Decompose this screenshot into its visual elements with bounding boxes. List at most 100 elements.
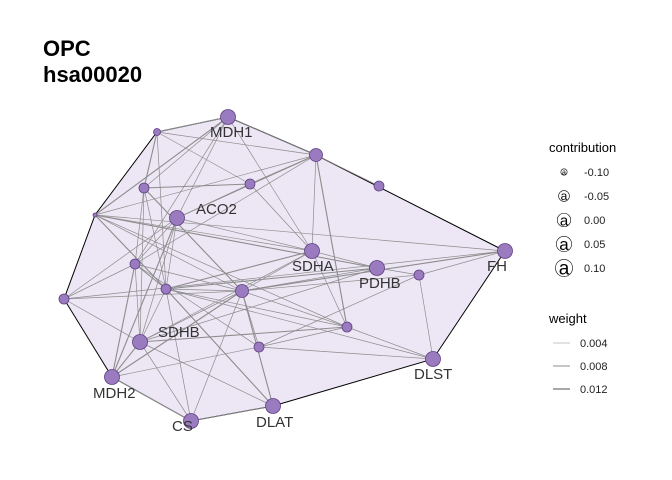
- edge-n_center-MDH2: [111, 290, 243, 378]
- edge-n_center_right-SDHB: [139, 326, 348, 343]
- edge-n_center-SDHB: [139, 290, 243, 343]
- legend-contribution-circle: [555, 259, 573, 277]
- edge-n_left_center-CS: [165, 288, 192, 422]
- node-label-dlat: DLAT: [256, 414, 293, 431]
- node-sdha: [304, 243, 320, 259]
- legend-contribution-key: a: [562, 169, 566, 176]
- edge-SDHA-n_center_right: [311, 250, 348, 328]
- node-dlat: [265, 398, 281, 414]
- edge-n_left_center-n_center_right: [165, 288, 348, 328]
- node-n_mid_upper: [244, 178, 256, 190]
- edge-MDH1-ACO2: [176, 116, 229, 219]
- node-n_right_mid: [413, 269, 425, 281]
- edge-n_mid_upper-n_left_upper: [143, 183, 251, 189]
- node-label-cs: CS: [172, 418, 193, 435]
- node-n_left_center: [160, 283, 172, 295]
- node-label-sdha: SDHA: [292, 258, 334, 275]
- legend-weight-title: weight: [548, 311, 587, 326]
- edge-SDHA-n_left_center: [165, 250, 313, 290]
- node-n_center: [235, 284, 249, 298]
- node-label-mdh1: MDH1: [210, 124, 253, 141]
- legend-contribution-label: -0.10: [584, 167, 609, 179]
- edge-n_left_mid-n_left_edge: [63, 263, 136, 300]
- edge-n_left_mid-SDHB: [134, 263, 141, 343]
- edge-n_mid_upper-ACO2: [176, 183, 251, 219]
- nodes-layer: [58, 109, 513, 429]
- edge-n_top_left-n_left_upper: [143, 131, 158, 189]
- legend-weight-label: 0.008: [580, 361, 608, 373]
- edge-n_left_center-SDHB: [139, 288, 167, 343]
- edge-n_left_center-DLST: [165, 288, 434, 360]
- edge-n_top_center-n_right_top: [315, 154, 380, 187]
- edge-SDHB-CS: [139, 341, 192, 422]
- edge-PDHB-SDHB: [139, 267, 378, 343]
- edge-n_left_mid-n_center: [134, 263, 243, 292]
- node-n_top_left: [153, 128, 161, 136]
- edge-n_center_low-MDH2: [111, 346, 260, 378]
- legend-contribution-circle: [560, 168, 568, 176]
- legend-contribution-circle: [558, 190, 570, 202]
- edge-n_right_mid-DLST: [418, 274, 434, 360]
- edge-n_far_left-n_center: [94, 214, 243, 292]
- node-label-sdhb: SDHB: [158, 324, 200, 341]
- edge-n_left_upper-SDHB: [139, 187, 145, 343]
- node-label-aco2: ACO2: [196, 201, 237, 218]
- edge-n_far_left-n_center_right: [94, 214, 348, 328]
- legend-contribution-key: a: [559, 235, 569, 254]
- node-labels-layer: MDH1 ACO2 SDHA PDHB FH SDHB DLST MDH2 DLAT CS: [93, 124, 507, 435]
- edge-n_center-n_center_right: [241, 290, 348, 328]
- edge-SDHA-n_center: [241, 250, 313, 292]
- edge-n_left_center-n_center: [165, 288, 243, 292]
- edge-n_top_center-n_center_right: [315, 154, 348, 328]
- edge-MDH1-n_top_left: [156, 116, 229, 133]
- edge-FH-n_right_mid: [418, 250, 506, 276]
- node-cs: [183, 413, 199, 429]
- node-sdhb: [132, 334, 148, 350]
- legend-weight-label: 0.004: [580, 338, 608, 350]
- node-aco2: [169, 210, 185, 226]
- edge-n_top_center-n_far_left: [94, 154, 317, 216]
- node-label-fh: FH: [487, 258, 507, 275]
- edge-n_center_right-n_center_low: [258, 326, 348, 348]
- node-n_top_center: [309, 148, 323, 162]
- edge-ACO2-n_left_edge: [63, 217, 178, 300]
- edge-DLAT-CS: [190, 405, 274, 422]
- edge-n_center_low-DLST: [258, 346, 434, 360]
- edge-ACO2-MDH2: [111, 217, 178, 378]
- node-dlst: [425, 351, 441, 367]
- edge-n_left_mid-MDH2: [111, 263, 136, 378]
- edge-n_far_left-SDHA: [94, 214, 313, 252]
- node-n_center_low: [253, 341, 265, 353]
- legend-contribution-label: 0.05: [584, 239, 605, 251]
- edge-SDHA-SDHB: [139, 250, 313, 343]
- node-fh: [497, 243, 513, 259]
- edge-MDH1-n_far_left: [94, 116, 229, 216]
- legend-contribution-label: 0.00: [584, 215, 605, 227]
- legend-contribution-circle: [556, 236, 572, 252]
- node-n_right_top: [373, 180, 385, 192]
- plot-title: OPC hsa00020: [43, 36, 142, 88]
- legend-contribution-circle: [556, 212, 572, 228]
- title-line-group: OPC: [43, 36, 91, 61]
- edge-SDHB-DLAT: [139, 341, 274, 407]
- edge-MDH1-n_left_upper: [143, 116, 229, 189]
- edge-n_center-n_left_edge: [63, 290, 243, 300]
- node-n_center_right: [341, 321, 353, 333]
- node-label-mdh2: MDH2: [93, 385, 136, 402]
- edge-n_left_mid-n_center_low: [134, 263, 260, 348]
- node-mdh2: [104, 369, 120, 385]
- edge-PDHB-n_left_center: [165, 267, 378, 290]
- node-mdh1: [220, 109, 236, 125]
- edge-n_right_mid-n_center_low: [258, 274, 420, 348]
- edge-n_left_upper-n_left_center: [143, 187, 167, 290]
- legend-weight-label: 0.012: [580, 384, 608, 396]
- legend-contribution-key: a: [560, 212, 569, 229]
- edge-n_top_left-n_mid_upper: [156, 131, 251, 185]
- legend-weight: weight 0.004 0.008 0.012: [548, 311, 608, 396]
- legend-contribution: contribution a -0.10 a -0.05 a 0.00 a 0.05 a 0.10: [549, 140, 616, 280]
- edge-n_center-n_center_low: [241, 290, 260, 348]
- edge-n_far_left-FH: [94, 214, 506, 252]
- edges-layer: [63, 116, 506, 422]
- edge-n_top_left-n_top_center: [156, 131, 317, 156]
